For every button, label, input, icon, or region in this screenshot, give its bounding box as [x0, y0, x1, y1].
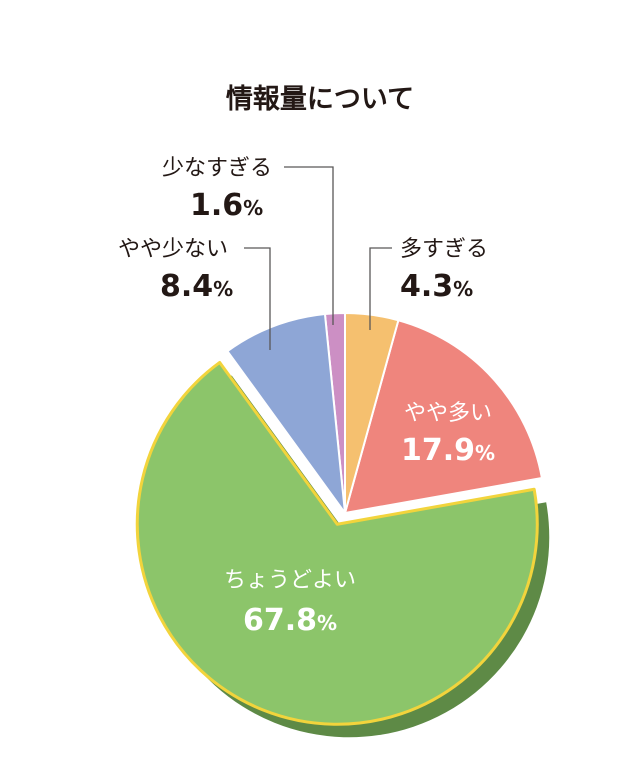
slices-layer: [135, 312, 543, 726]
slice-value-sukunasugiru: 1.6%: [190, 188, 263, 223]
leader-line-yayasukunai: [244, 247, 271, 350]
slice-label-yayaooi: やや多い: [404, 401, 492, 426]
chart-title: 情報量について: [226, 84, 414, 115]
leader-line-oosugiru: [369, 247, 392, 330]
slice-value-yayasukunai: 8.4%: [160, 269, 233, 304]
slice-label-choudoyoi: ちょうどよい: [224, 568, 356, 593]
pie-slice-yayaooi: [344, 319, 543, 514]
pie-slice-oosugiru: [344, 312, 400, 514]
leader-line-sukunasugiru: [284, 166, 334, 325]
slice-label-yayasukunai: やや少ない: [118, 237, 228, 262]
pie-slice-yayasukunai: [226, 313, 346, 514]
slice-label-sukunasugiru: 少なすぎる: [162, 156, 272, 181]
slice-value-choudoyoi: 67.8%: [243, 603, 337, 638]
leader-lines: [244, 166, 392, 350]
slice-label-oosugiru: 多すぎる: [400, 237, 488, 262]
slice-value-oosugiru: 4.3%: [400, 269, 473, 304]
slice-value-yayaooi: 17.9%: [401, 433, 495, 468]
pie-slice-choudoyoi: [135, 360, 539, 726]
